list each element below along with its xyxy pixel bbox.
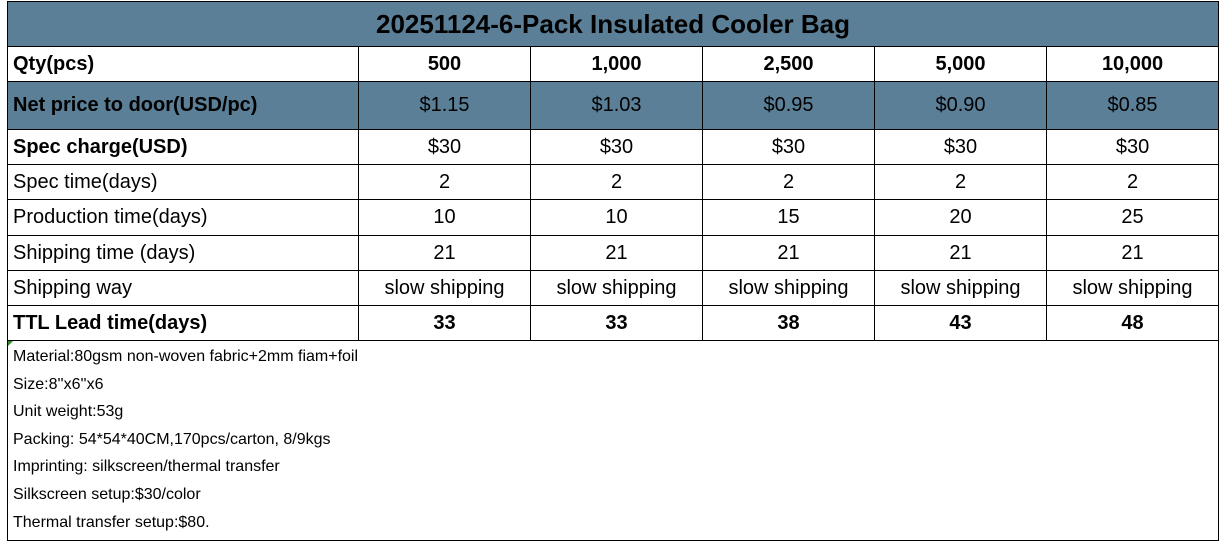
row-label: TTL Lead time(days) <box>7 305 359 341</box>
cell-value: 10 <box>530 199 703 236</box>
cell-value: 2 <box>702 164 875 200</box>
cell-value: $30 <box>874 129 1047 165</box>
cell-value: 38 <box>702 305 875 341</box>
cell-value: 15 <box>702 199 875 236</box>
table-row: Net price to door(USD/pc) $1.15 $1.03 $0.95… <box>7 81 1220 130</box>
cell-value: 20 <box>874 199 1047 236</box>
table-row: Production time(days) 10 10 15 20 25 <box>7 199 1220 236</box>
cell-value: $30 <box>1045 129 1220 165</box>
cell-value: 21 <box>874 235 1047 271</box>
cell-value: 10,000 <box>1045 46 1220 82</box>
cell-value: 2,500 <box>702 46 875 82</box>
cell-value: 10 <box>358 199 531 236</box>
note-line: Packing: 54*54*40CM,170pcs/carton, 8/9kg… <box>13 430 331 448</box>
cell-value: 21 <box>1045 235 1220 271</box>
note-line: Thermal transfer setup:$80. <box>13 513 210 531</box>
table-row: Shipping way slow shipping slow shipping sl… <box>7 270 1220 306</box>
cell-value: 25 <box>1045 199 1220 236</box>
cell-value: 5,000 <box>874 46 1047 82</box>
notes-cell: Material:80gsm non-woven fabric+2mm fiam… <box>6 339 1220 542</box>
cell-value: $30 <box>702 129 875 165</box>
cell-value: slow shipping <box>874 270 1047 306</box>
note-line: Size:8''x6''x6 <box>13 375 104 393</box>
table-row: Shipping time (days) 21 21 21 21 21 <box>7 235 1220 271</box>
row-label: Spec charge(USD) <box>7 129 359 165</box>
table-row: Spec charge(USD) $30 $30 $30 $30 $30 <box>7 129 1220 165</box>
quote-table: 20251124-6-Pack Insulated Cooler Bag Qty… <box>6 1 1220 542</box>
cell-value: 48 <box>1045 305 1220 341</box>
cell-value: 21 <box>702 235 875 271</box>
cell-value: $30 <box>530 129 703 165</box>
cell-value: $30 <box>358 129 531 165</box>
cell-value: 21 <box>358 235 531 271</box>
cell-value: slow shipping <box>530 270 703 306</box>
note-line: Silkscreen setup:$30/color <box>13 485 201 503</box>
table-row: Qty(pcs) 500 1,000 2,500 5,000 10,000 <box>7 46 1220 82</box>
cell-value: 1,000 <box>530 46 703 82</box>
row-label: Production time(days) <box>7 199 359 236</box>
cell-value: slow shipping <box>702 270 875 306</box>
table-row: TTL Lead time(days) 33 33 38 43 48 <box>7 305 1220 341</box>
comment-indicator-icon <box>8 341 13 346</box>
table-row: Spec time(days) 2 2 2 2 2 <box>7 164 1220 200</box>
cell-value: 2 <box>874 164 1047 200</box>
cell-value: 2 <box>530 164 703 200</box>
row-label: Net price to door(USD/pc) <box>7 81 359 130</box>
note-line: Imprinting: silkscreen/thermal transfer <box>13 458 280 476</box>
row-label: Shipping way <box>7 270 359 306</box>
cell-value: $0.95 <box>702 81 875 130</box>
cell-value: slow shipping <box>358 270 531 306</box>
cell-value: $1.15 <box>358 81 531 130</box>
cell-value: 2 <box>1045 164 1220 200</box>
cell-value: $0.85 <box>1045 81 1220 130</box>
cell-value: $0.90 <box>874 81 1047 130</box>
row-label: Spec time(days) <box>7 164 359 200</box>
note-line: Material:80gsm non-woven fabric+2mm fiam… <box>13 348 359 365</box>
cell-value: $1.03 <box>530 81 703 130</box>
table-title: 20251124-6-Pack Insulated Cooler Bag <box>6 1 1220 47</box>
cell-value: 2 <box>358 164 531 200</box>
row-label: Qty(pcs) <box>7 46 359 82</box>
cell-value: 33 <box>530 305 703 341</box>
cell-value: 33 <box>358 305 531 341</box>
note-line: Unit weight:53g <box>13 403 124 421</box>
cell-value: 21 <box>530 235 703 271</box>
row-label: Shipping time (days) <box>7 235 359 271</box>
cell-value: 43 <box>874 305 1047 341</box>
cell-value: slow shipping <box>1045 270 1220 306</box>
cell-value: 500 <box>358 46 531 82</box>
